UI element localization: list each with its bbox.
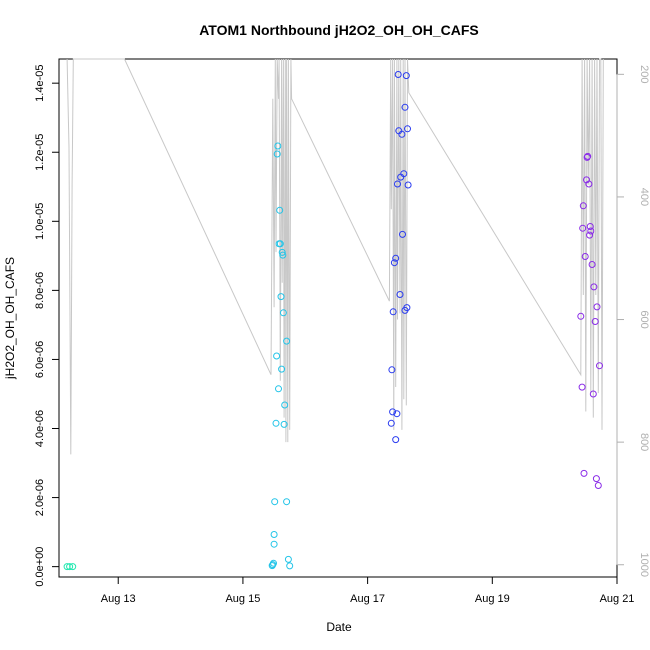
data-point-flight3 — [404, 125, 411, 133]
y-axis-label: jH2O2_OH_OH_CAFS — [3, 257, 17, 380]
x-tick-label: Aug 19 — [475, 593, 510, 605]
data-point-flight2 — [275, 385, 282, 393]
data-point-flight3 — [392, 436, 400, 444]
y-tick-label: 2.0e-06 — [34, 479, 46, 516]
x-tick-label: Aug 13 — [101, 593, 136, 605]
y-axis: 0.0e+00 2.0e-06 4.0e-06 6.0e-06 8.0e-06 1.0e-… — [34, 65, 60, 587]
data-point-flight2 — [273, 352, 281, 360]
data-point-flight4 — [590, 283, 598, 291]
data-point-flight4 — [587, 227, 595, 235]
data-point-flight2 — [283, 498, 291, 506]
y-tick-label: 8.0e-06 — [34, 272, 46, 309]
data-point-flight2 — [286, 562, 294, 570]
x-axis-label: Date — [326, 620, 352, 634]
data-point-flight1 — [66, 563, 74, 571]
data-point-flight2 — [283, 337, 291, 345]
data-point-flight2 — [278, 248, 286, 256]
data-point-flight2 — [276, 206, 284, 214]
data-point-flight2 — [281, 401, 289, 409]
data-point-flight2 — [284, 555, 292, 563]
data-points-layer — [63, 71, 603, 571]
data-point-flight2 — [279, 251, 287, 259]
data-point-flight3 — [394, 180, 401, 188]
y-tick-label: 1.0e-05 — [34, 203, 46, 240]
data-point-flight3 — [388, 366, 396, 374]
pressure-line — [66, 58, 604, 455]
data-point-flight4 — [591, 318, 599, 325]
data-point-flight4 — [588, 261, 596, 268]
data-point-flight2 — [274, 142, 282, 150]
data-point-flight3 — [389, 308, 397, 316]
data-point-flight4 — [586, 231, 594, 239]
x-tick-label: Aug 15 — [225, 593, 260, 605]
y2-tick-label: 600 — [638, 310, 650, 328]
y2-tick-label: 200 — [638, 65, 650, 83]
y-tick-label: 1.2e-05 — [34, 134, 46, 171]
x-axis: Aug 13 Aug 15 Aug 17 Aug 19 Aug 21 — [101, 576, 635, 605]
y-tick-label: 0.0e+00 — [34, 547, 46, 587]
data-point-flight2 — [273, 150, 281, 158]
data-point-flight2 — [277, 293, 285, 301]
data-point-flight2 — [279, 309, 287, 317]
data-point-flight2 — [270, 540, 278, 548]
data-point-flight2 — [276, 240, 284, 248]
data-point-flight2 — [278, 365, 286, 373]
data-point-flight4 — [592, 475, 600, 483]
data-point-flight2 — [270, 559, 277, 567]
y2-axis-pressure: 200 400 600 800 1000 — [616, 65, 650, 577]
data-point-flight3 — [400, 170, 408, 178]
data-point-flight4 — [585, 180, 593, 188]
data-point-flight2 — [270, 531, 278, 538]
x-tick-label: Aug 21 — [600, 593, 635, 605]
data-point-flight3 — [399, 230, 406, 238]
y2-tick-label: 1000 — [638, 552, 650, 576]
y2-tick-label: 400 — [638, 188, 650, 206]
data-point-flight4 — [581, 253, 589, 260]
plot-frame — [58, 58, 618, 578]
data-point-flight3 — [392, 254, 400, 262]
data-point-flight3 — [398, 130, 406, 138]
data-point-flight4 — [589, 390, 597, 398]
data-point-flight4 — [579, 202, 587, 210]
data-point-flight4 — [580, 469, 588, 477]
data-point-flight3 — [390, 259, 398, 267]
data-point-flight4 — [584, 152, 592, 160]
data-point-flight3 — [402, 72, 410, 80]
y-tick-label: 4.0e-06 — [34, 410, 46, 447]
data-point-flight4 — [594, 482, 602, 489]
data-point-flight3 — [387, 419, 395, 427]
y-tick-label: 6.0e-06 — [34, 341, 46, 378]
chart-title: ATOM1 Northbound jH2O2_OH_OH_CAFS — [199, 22, 479, 38]
data-point-flight4 — [579, 224, 587, 232]
data-point-flight4 — [586, 223, 594, 230]
data-point-flight3 — [401, 103, 409, 111]
data-point-flight2 — [280, 420, 288, 428]
data-point-flight4 — [578, 383, 586, 391]
data-point-flight2 — [272, 419, 280, 427]
data-point-flight3 — [396, 291, 404, 298]
data-point-flight3 — [393, 410, 401, 418]
data-point-flight3 — [404, 181, 412, 189]
data-point-flight3 — [389, 408, 397, 416]
data-point-flight2 — [271, 498, 279, 506]
data-point-flight1 — [69, 563, 77, 571]
pressure-trace-layer — [66, 58, 604, 455]
data-point-flight4 — [596, 362, 603, 370]
y2-tick-label: 800 — [638, 433, 650, 451]
y-tick-label: 1.4e-05 — [34, 65, 46, 102]
x-tick-label: Aug 17 — [350, 593, 385, 605]
data-point-flight3 — [403, 304, 411, 312]
data-point-flight4 — [577, 312, 585, 320]
data-point-flight3 — [394, 71, 402, 78]
data-point-flight4 — [593, 303, 601, 311]
